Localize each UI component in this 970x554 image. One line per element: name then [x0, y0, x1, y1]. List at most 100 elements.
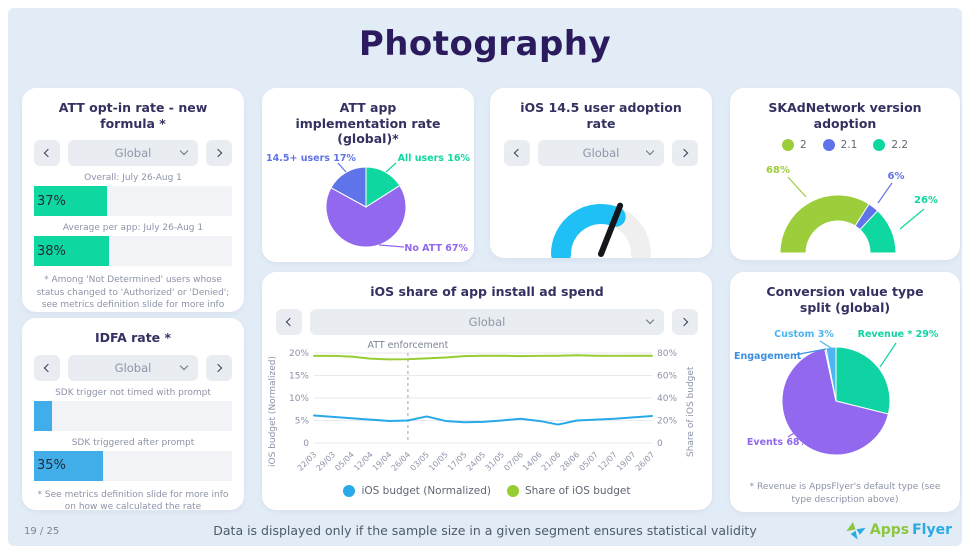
segment-select-value: Global	[114, 146, 152, 161]
segment-select[interactable]: Global	[310, 308, 664, 335]
svg-text:28/06: 28/06	[559, 450, 582, 473]
card-title: ATT opt-in rate - new formula *	[58, 100, 208, 131]
chevron-right-icon	[213, 363, 223, 372]
segment-select-value: Global	[114, 360, 152, 375]
progress-track	[34, 400, 232, 431]
svg-text:21/06: 21/06	[540, 450, 563, 473]
svg-text:14/06: 14/06	[521, 450, 544, 473]
line-chart-zone: iOS budget (Normalized) 0 0 5% 20% 10% 40% 15%…	[262, 339, 712, 485]
chevron-left-icon	[513, 149, 523, 158]
segment-select-value: Global	[468, 314, 506, 329]
progress-fill: 38%	[34, 236, 110, 267]
svg-text:22/03: 22/03	[296, 450, 319, 473]
svg-text:80%: 80%	[657, 349, 677, 359]
legend-dot	[781, 139, 794, 152]
bar-label: SDK trigger not timed with prompt	[55, 387, 211, 398]
segment-select[interactable]: Global	[68, 354, 198, 381]
svg-text:10/05: 10/05	[427, 450, 450, 473]
progress-value: 38%	[37, 243, 66, 259]
chevron-down-icon	[179, 361, 189, 370]
next-segment-button[interactable]	[672, 308, 698, 335]
segment-select[interactable]: Global	[68, 140, 198, 167]
chevron-right-icon	[679, 317, 689, 326]
legend-label: 2.1	[840, 139, 858, 152]
bar-group: SDK triggered after prompt 35%	[34, 438, 232, 481]
svg-text:68%: 68%	[766, 165, 790, 176]
page-number: 19 / 25	[24, 526, 60, 537]
chevron-left-icon	[285, 317, 295, 326]
chevron-right-icon	[679, 149, 689, 158]
skad-semidonut-chart: 68% 6% 26%	[766, 165, 938, 254]
legend-item: 2.1	[822, 139, 858, 152]
legend-item: 2.2	[873, 139, 909, 152]
svg-text:6%: 6%	[888, 171, 905, 182]
legend-item: 2	[781, 139, 807, 152]
card-title: iOS 14.5 user adoption rate	[520, 100, 682, 131]
card-idfa-rate: IDFA rate * Global SDK trigger not timed…	[22, 318, 244, 510]
svg-text:No ATT 67%: No ATT 67%	[404, 243, 468, 254]
logo-text-apps: Apps	[869, 522, 910, 538]
legend-label: 2.2	[891, 139, 909, 152]
segment-controls: Global	[276, 308, 698, 335]
card-title: IDFA rate *	[94, 330, 172, 345]
legend-item: iOS budget (Normalized)	[343, 484, 491, 497]
chevron-left-icon	[43, 363, 53, 372]
appsflyer-logo-icon	[846, 521, 866, 540]
card-title: SKAdNetwork version adoption	[768, 100, 922, 131]
prev-segment-button[interactable]	[504, 140, 530, 167]
card-ios-ad-spend: iOS share of app install ad spend Global…	[262, 272, 712, 510]
svg-text:20%: 20%	[657, 416, 677, 426]
progress-fill: 35%	[34, 450, 104, 481]
chevron-down-icon	[645, 147, 655, 156]
svg-text:17/05: 17/05	[446, 450, 469, 473]
prev-segment-button[interactable]	[34, 140, 60, 167]
svg-text:15%: 15%	[289, 371, 309, 381]
next-segment-button[interactable]	[206, 354, 232, 381]
segment-select[interactable]: Global	[538, 140, 664, 167]
progress-value: 37%	[37, 193, 66, 209]
svg-text:40%: 40%	[657, 394, 677, 404]
left-axis-title: iOS budget (Normalized)	[268, 356, 278, 468]
appsflyer-logo: Apps Flyer	[845, 519, 952, 541]
legend-label: Share of iOS budget	[524, 484, 631, 497]
legend-dot	[343, 484, 356, 497]
prev-segment-button[interactable]	[34, 354, 60, 381]
prev-segment-button[interactable]	[276, 308, 302, 335]
card-title: Conversion value type split (global)	[766, 284, 924, 315]
svg-text:10%: 10%	[289, 394, 309, 404]
progress-track: 37%	[34, 186, 232, 217]
svg-text:All users 16%: All users 16%	[398, 153, 471, 164]
right-axis-title: Share of iOS budget	[686, 366, 696, 457]
progress-value: 35%	[37, 458, 66, 474]
svg-text:20%: 20%	[289, 349, 309, 359]
next-segment-button[interactable]	[672, 140, 698, 167]
card-footnote: * Among 'Not Determined' users whose sta…	[36, 275, 230, 311]
next-segment-button[interactable]	[206, 140, 232, 167]
card-ios-adoption: iOS 14.5 user adoption rate Global 0100	[490, 88, 712, 258]
chevron-down-icon	[645, 315, 655, 324]
progress-track: 38%	[34, 236, 232, 267]
bar-label: Overall: July 26-Aug 1	[84, 173, 182, 184]
logo-text-flyer: Flyer	[912, 522, 952, 538]
svg-text:14.5+ users 17%: 14.5+ users 17%	[266, 153, 356, 164]
svg-text:0: 0	[303, 439, 309, 449]
adoption-gauge-chart: 0100	[551, 202, 651, 258]
svg-text:Revenue * 29%: Revenue * 29%	[858, 329, 939, 340]
bar-group: Overall: July 26-Aug 1 37%	[34, 173, 232, 217]
skad-legend: 2 2.1 2.2	[730, 139, 960, 152]
card-title: iOS share of app install ad spend	[370, 284, 604, 299]
conversion-pie-chart: Revenue * 29% Events 68% Engagement Custom …	[734, 329, 939, 456]
svg-text:05/07: 05/07	[577, 450, 600, 473]
chevron-down-icon	[179, 147, 189, 156]
chevron-left-icon	[43, 149, 53, 158]
bar-label: Average per app: July 26-Aug 1	[62, 223, 204, 234]
legend-dot	[873, 139, 886, 152]
chevron-right-icon	[213, 149, 223, 158]
segment-controls: Global	[34, 354, 232, 381]
svg-text:ATT enforcement: ATT enforcement	[367, 340, 448, 351]
card-title: ATT app implementation rate (global)*	[295, 100, 441, 147]
ad-spend-legend: iOS budget (Normalized) Share of iOS bud…	[262, 484, 712, 497]
progress-fill: 37%	[34, 186, 108, 217]
svg-text:19/07: 19/07	[615, 450, 638, 473]
